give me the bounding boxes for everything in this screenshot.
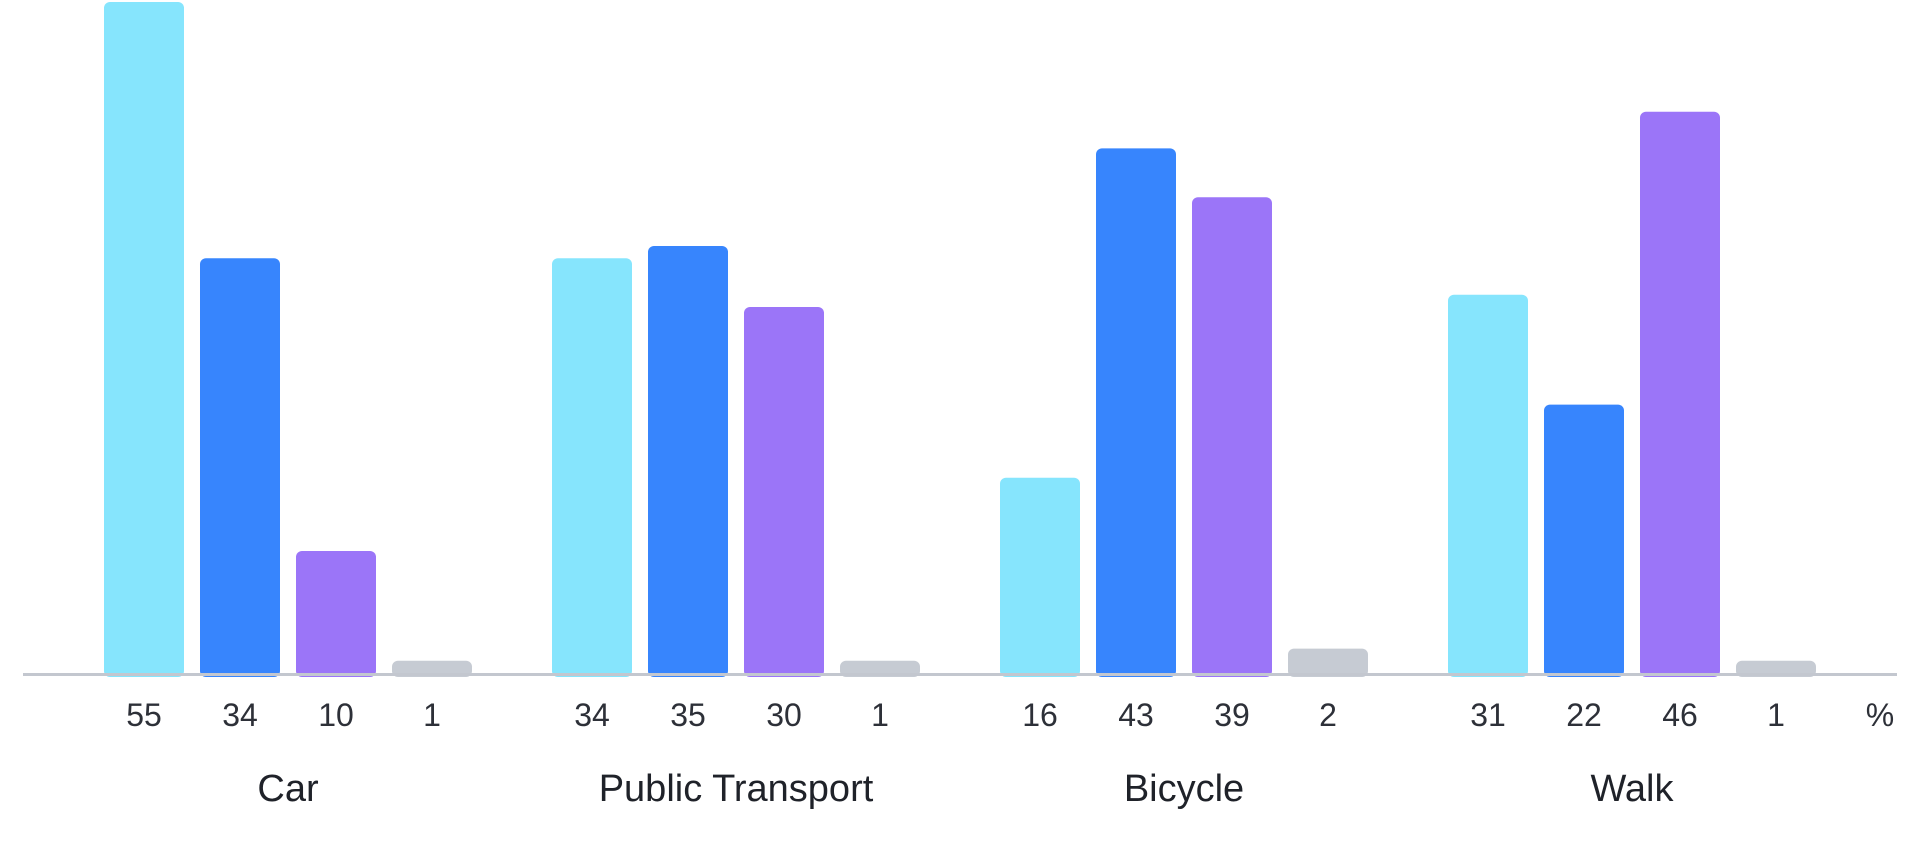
bar-bicycle-2 <box>1096 148 1176 677</box>
bar-bicycle-1 <box>1000 477 1080 677</box>
value-label-public-transport-1: 34 <box>574 697 610 733</box>
bar-walk-3 <box>1640 111 1720 678</box>
value-label-bicycle-1: 16 <box>1022 697 1058 733</box>
value-label-car-2: 34 <box>222 697 258 733</box>
value-label-bicycle-4: 2 <box>1319 697 1337 733</box>
value-label-public-transport-4: 1 <box>871 697 889 733</box>
category-label-car: Car <box>257 768 319 810</box>
category-label-public-transport: Public Transport <box>599 768 874 810</box>
category-label-walk: Walk <box>1590 768 1674 810</box>
bar-car-1 <box>104 2 184 677</box>
bar-car-2 <box>200 258 280 677</box>
value-label-bicycle-2: 43 <box>1118 697 1154 733</box>
bar-car-3 <box>296 551 376 677</box>
unit-label: % <box>1866 697 1894 733</box>
value-label-walk-4: 1 <box>1767 697 1785 733</box>
value-label-walk-2: 22 <box>1566 697 1602 733</box>
bar-walk-2 <box>1544 404 1624 677</box>
value-labels-layer: 55 34 10 1 34 35 30 1 16 43 39 2 31 22 46 1 <box>126 697 1785 733</box>
bar-walk-1 <box>1448 294 1528 677</box>
value-label-public-transport-3: 30 <box>766 697 802 733</box>
bar-public-transport-1 <box>552 258 632 677</box>
bar-bicycle-4 <box>1288 648 1368 677</box>
bar-walk-4 <box>1736 660 1816 677</box>
category-labels-layer: Car Public Transport Bicycle Walk <box>257 768 1674 810</box>
bar-car-4 <box>392 660 472 677</box>
bar-public-transport-2 <box>648 246 728 677</box>
value-label-walk-1: 31 <box>1470 697 1506 733</box>
bar-public-transport-4 <box>840 660 920 677</box>
bars-layer <box>104 2 1816 678</box>
value-label-car-3: 10 <box>318 697 354 733</box>
bar-bicycle-3 <box>1192 197 1272 677</box>
value-label-walk-3: 46 <box>1662 697 1698 733</box>
bar-public-transport-3 <box>744 307 824 677</box>
value-label-bicycle-3: 39 <box>1214 697 1250 733</box>
value-label-public-transport-2: 35 <box>670 697 706 733</box>
value-label-car-1: 55 <box>126 697 162 733</box>
value-label-car-4: 1 <box>423 697 441 733</box>
category-label-bicycle: Bicycle <box>1124 768 1244 810</box>
